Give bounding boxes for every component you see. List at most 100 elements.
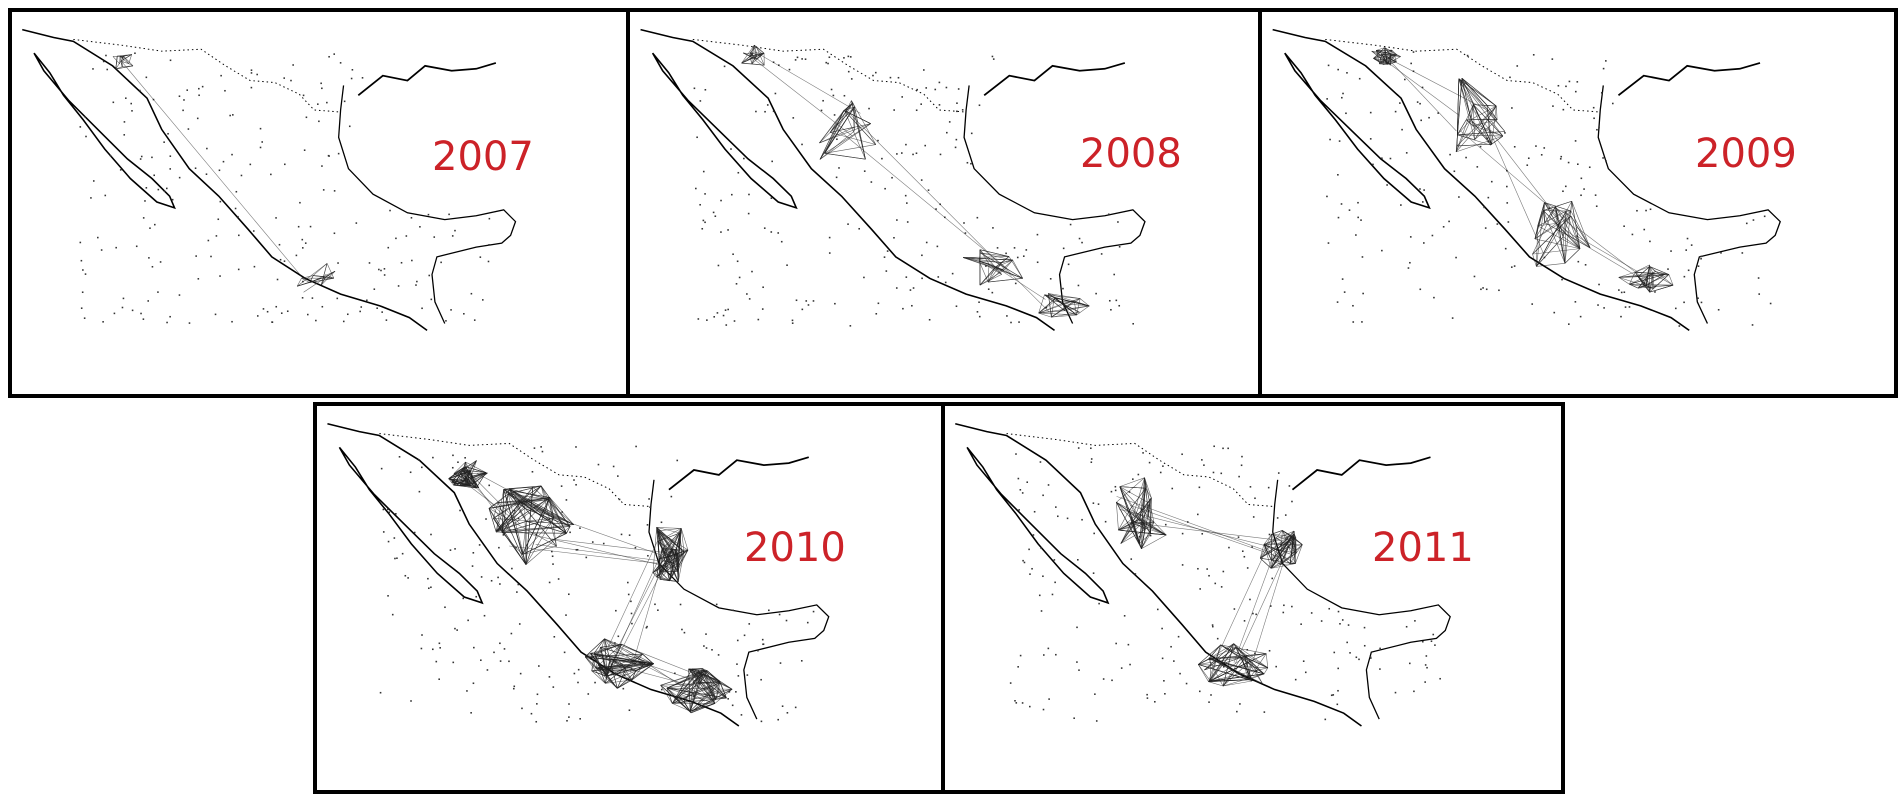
- municipality-dot: [1527, 157, 1530, 160]
- municipality-dot: [1596, 128, 1598, 131]
- network-link: [1385, 56, 1457, 132]
- municipality-dot: [379, 691, 382, 694]
- municipality-dot: [479, 256, 482, 258]
- municipality-dot: [1093, 532, 1095, 535]
- network-link: [1276, 544, 1303, 551]
- municipality-dot: [920, 103, 922, 105]
- municipality-dot: [452, 661, 455, 664]
- municipality-dot: [1320, 620, 1323, 622]
- municipality-dot: [1437, 112, 1439, 114]
- municipality-dot: [646, 625, 648, 628]
- municipality-dot: [904, 194, 907, 197]
- network-link: [683, 701, 692, 714]
- network-link: [1271, 564, 1281, 569]
- municipality-dot: [530, 712, 533, 715]
- municipality-dot: [770, 231, 773, 233]
- network-link: [613, 549, 674, 666]
- municipality-dot: [579, 527, 581, 529]
- municipality-dot: [1069, 223, 1072, 226]
- network-link: [656, 553, 678, 578]
- municipality-dot: [1602, 67, 1605, 70]
- network-link: [464, 480, 477, 489]
- municipality-dot: [1067, 263, 1070, 266]
- network-link: [1474, 119, 1498, 140]
- municipality-dot: [169, 315, 171, 318]
- municipality-dot: [381, 311, 383, 313]
- municipality-dot: [380, 467, 383, 470]
- municipality-dot: [828, 236, 831, 239]
- municipality-dot: [499, 642, 501, 645]
- network-link: [1555, 206, 1564, 237]
- municipality-dot: [395, 513, 397, 515]
- municipality-dot: [849, 325, 852, 327]
- municipality-dot: [462, 597, 465, 600]
- municipality-dot: [536, 693, 539, 696]
- municipality-dot: [1255, 613, 1257, 616]
- municipality-dot: [444, 606, 446, 609]
- network-link: [1263, 667, 1269, 675]
- municipality-dot: [618, 498, 621, 501]
- municipality-dot: [451, 466, 454, 469]
- network-link: [1461, 78, 1472, 120]
- network-link: [1064, 305, 1090, 311]
- municipality-dot: [231, 153, 233, 156]
- municipality-dot: [119, 169, 122, 171]
- municipality-dot: [178, 95, 181, 98]
- network-link: [1208, 658, 1265, 675]
- municipality-dot: [259, 146, 262, 149]
- municipality-dot: [252, 230, 255, 232]
- municipality-dot: [1062, 247, 1065, 250]
- municipality-dot: [197, 278, 200, 280]
- municipality-dot: [746, 674, 749, 676]
- network-link: [1466, 119, 1492, 145]
- network-link: [1246, 655, 1268, 669]
- municipality-dot: [921, 277, 923, 280]
- municipality-dot: [275, 305, 278, 308]
- network-link: [121, 56, 124, 67]
- municipality-dot: [924, 144, 927, 147]
- municipality-dot: [628, 534, 631, 536]
- municipality-dot: [1073, 717, 1075, 720]
- municipality-dot: [483, 614, 486, 617]
- municipality-dot: [1019, 489, 1022, 491]
- municipality-dot: [387, 246, 390, 249]
- municipality-dot: [791, 319, 794, 322]
- municipality-dot: [1078, 237, 1081, 240]
- municipality-dot: [883, 256, 886, 258]
- network-link: [1564, 211, 1567, 264]
- network-link: [621, 655, 698, 682]
- municipality-dot: [413, 531, 416, 534]
- municipality-dot: [304, 242, 307, 244]
- municipality-dot: [1149, 534, 1152, 537]
- municipality-dot: [1026, 481, 1029, 483]
- network-link: [594, 654, 611, 660]
- network-link: [1455, 119, 1472, 152]
- network-link: [1282, 530, 1294, 538]
- municipality-dot: [1137, 473, 1140, 476]
- municipality-dot: [1597, 304, 1599, 306]
- municipality-dot: [222, 160, 225, 163]
- municipality-dot: [1465, 156, 1467, 159]
- network-link: [584, 638, 605, 657]
- municipality-dot: [134, 52, 136, 55]
- network-link: [683, 673, 704, 702]
- municipality-dot: [897, 76, 900, 79]
- network-link: [1373, 54, 1395, 59]
- network-link: [741, 54, 753, 64]
- network-link: [1555, 206, 1566, 264]
- municipality-dot: [131, 110, 133, 112]
- network-link: [1144, 477, 1151, 504]
- network-link: [1116, 477, 1145, 503]
- municipality-dot: [472, 682, 475, 685]
- municipality-dot: [630, 600, 632, 603]
- municipality-dot: [1535, 145, 1537, 147]
- municipality-dot: [634, 546, 637, 549]
- municipality-dot: [1095, 720, 1098, 722]
- municipality-dot: [922, 69, 925, 71]
- network-link: [829, 106, 855, 133]
- municipality-dot: [804, 58, 807, 60]
- municipality-dot: [123, 134, 126, 136]
- municipality-dot: [748, 623, 751, 625]
- network-link: [677, 549, 689, 572]
- municipality-dot: [553, 635, 556, 638]
